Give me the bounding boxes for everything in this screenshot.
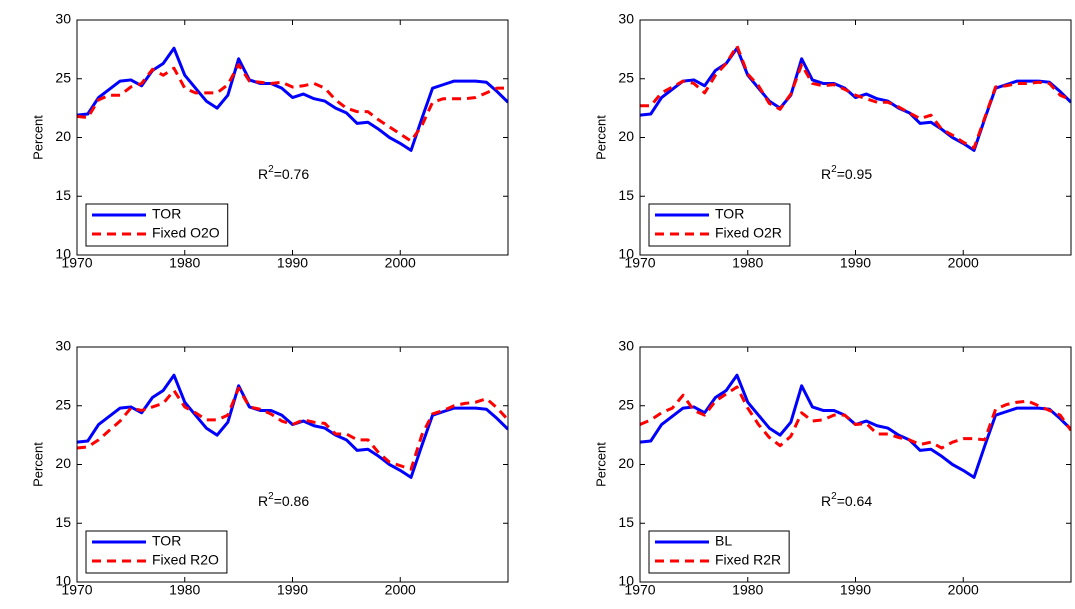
annotation: R2=0.95: [821, 164, 872, 182]
annotation-superscript: 2: [268, 164, 274, 175]
x-tick-label: 1970: [624, 255, 655, 271]
series-line: [77, 63, 508, 143]
annotation-superscript: 2: [831, 491, 837, 502]
legend: TOR Fixed R2O: [85, 530, 228, 574]
annotation-text: =0.64: [837, 493, 873, 509]
legend-label: BL: [715, 533, 732, 549]
x-tick-label: 1980: [169, 255, 200, 271]
x-tick-label: 2000: [948, 582, 979, 598]
y-tick-label: 20: [55, 455, 71, 471]
y-tick-label: 15: [618, 187, 634, 203]
subplot: 10 15 20 25 30 1970 1980 1990 2000 Percent R2=0.95…: [593, 11, 1072, 271]
x-tick-label: 1990: [277, 255, 308, 271]
legend-label: TOR: [152, 533, 181, 549]
y-tick-label: 15: [55, 187, 71, 203]
x-tick-label: 2000: [385, 255, 416, 271]
series-line: [77, 46, 508, 152]
legend-box: [85, 203, 229, 247]
x-tick-label: 1970: [61, 255, 92, 271]
y-tick-label: 20: [618, 128, 634, 144]
annotation-text: R: [821, 493, 831, 509]
y-tick-label: 20: [618, 455, 634, 471]
y-tick-label: 15: [55, 514, 71, 530]
y-tick-label: 30: [55, 11, 71, 27]
y-tick-label: 10: [55, 573, 71, 589]
x-tick-label: 2000: [948, 255, 979, 271]
legend: TOR Fixed O2O: [85, 203, 229, 247]
legend-label: TOR: [715, 206, 744, 222]
plot-area: [77, 373, 508, 479]
y-tick-label: 10: [618, 246, 634, 262]
legend-label: Fixed O2O: [152, 225, 220, 241]
x-tick-label: 1990: [840, 582, 871, 598]
y-axis-label: Percent: [593, 442, 608, 487]
y-tick-label: 30: [618, 11, 634, 27]
annotation: R2=0.64: [821, 491, 872, 509]
x-tick-label: 1990: [840, 255, 871, 271]
annotation-text: =0.86: [274, 493, 310, 509]
y-tick-label: 20: [55, 128, 71, 144]
annotation-text: R: [258, 166, 268, 182]
y-tick-label: 30: [55, 338, 71, 354]
series-line: [77, 373, 508, 479]
y-axis-label: Percent: [30, 442, 45, 487]
y-tick-label: 25: [55, 69, 71, 85]
y-tick-label: 10: [618, 573, 634, 589]
annotation-text: R: [821, 166, 831, 182]
annotation-superscript: 2: [831, 164, 837, 175]
legend: BL Fixed R2R: [648, 530, 790, 574]
series-line: [640, 46, 1071, 152]
annotation-superscript: 2: [268, 491, 274, 502]
legend: TOR Fixed O2R: [648, 203, 791, 247]
y-tick-label: 25: [618, 396, 634, 412]
plot-area: [77, 46, 508, 152]
legend-box: [648, 530, 790, 574]
subplot: 10 15 20 25 30 1970 1980 1990 2000 Percent R2=0.76…: [30, 11, 509, 271]
series-line: [640, 385, 1071, 450]
y-tick-label: 25: [55, 396, 71, 412]
plot-area: [640, 44, 1071, 152]
x-tick-label: 1970: [61, 582, 92, 598]
x-tick-label: 1980: [732, 582, 763, 598]
y-axis-label: Percent: [30, 115, 45, 160]
x-tick-label: 1980: [169, 582, 200, 598]
subplot: 10 15 20 25 30 1970 1980 1990 2000 Percent R2=0.64…: [593, 338, 1072, 598]
legend-label: Fixed O2R: [715, 225, 782, 241]
y-tick-label: 15: [618, 514, 634, 530]
legend-box: [85, 530, 228, 574]
annotation-text: =0.95: [837, 166, 873, 182]
legend-label: Fixed R2R: [715, 552, 781, 568]
y-tick-label: 30: [618, 338, 634, 354]
series-line: [77, 386, 508, 471]
plot-area: [640, 373, 1071, 479]
x-tick-label: 1980: [732, 255, 763, 271]
x-tick-label: 1970: [624, 582, 655, 598]
x-tick-label: 1990: [277, 582, 308, 598]
y-tick-label: 25: [618, 69, 634, 85]
series-line: [640, 373, 1071, 479]
y-tick-label: 10: [55, 246, 71, 262]
annotation: R2=0.76: [258, 164, 309, 182]
annotation-text: R: [258, 493, 268, 509]
subplot: 10 15 20 25 30 1970 1980 1990 2000 Percent R2=0.86…: [30, 338, 509, 598]
legend-label: TOR: [152, 206, 181, 222]
y-axis-label: Percent: [593, 115, 608, 160]
series-line: [640, 44, 1071, 150]
x-tick-label: 2000: [385, 582, 416, 598]
annotation: R2=0.86: [258, 491, 309, 509]
legend-label: Fixed R2O: [152, 552, 219, 568]
legend-box: [648, 203, 791, 247]
annotation-text: =0.76: [274, 166, 310, 182]
